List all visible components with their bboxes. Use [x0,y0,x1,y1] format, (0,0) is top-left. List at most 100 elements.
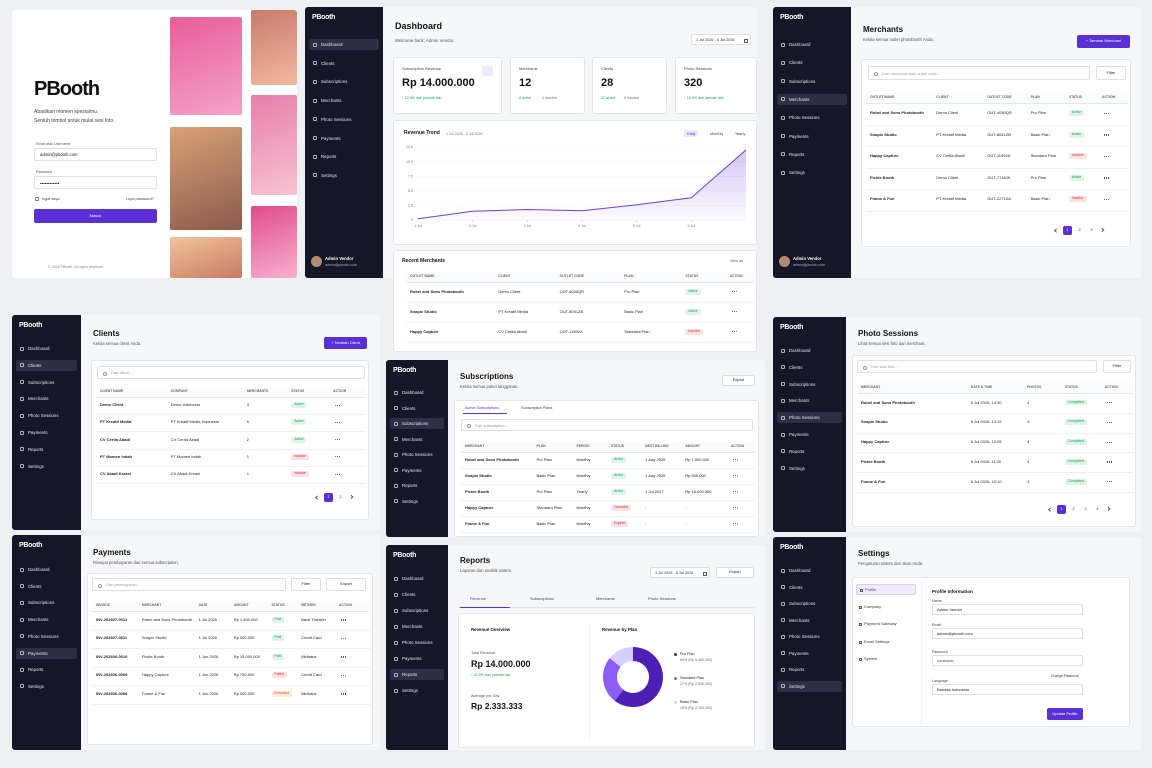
nav-item[interactable]: Subscriptions [777,598,842,609]
password-input[interactable]: •••••••••••• [34,176,157,189]
nav-item[interactable]: Merchants [777,93,847,105]
nav-item[interactable]: Payments [777,131,847,142]
nav-item[interactable]: Settings [16,461,77,472]
nav-item[interactable]: Settings [777,463,842,474]
search-input[interactable]: Cari sesi foto... [857,360,1097,373]
search-input[interactable]: Cari subscription... [461,419,753,431]
nav-item[interactable]: Settings [777,167,847,178]
search-input[interactable]: Cari pembayaran... [92,578,286,591]
tab[interactable]: Revenue [470,596,487,601]
nav-item[interactable]: Reports [16,664,77,675]
nav-item[interactable]: Merchants [16,393,77,404]
period-tab[interactable]: Monthly [710,131,724,136]
add-merchant-button[interactable]: + Tambah Merchant [1077,35,1130,48]
search-input[interactable]: Cari merchant atau outlet code... [868,66,1090,80]
nav-item[interactable]: Subscriptions [390,418,444,429]
change-password-link[interactable]: Change Password [1051,674,1079,678]
nav-item[interactable]: Dashboard [309,39,379,50]
page-button[interactable]: 2 [1069,505,1078,514]
nav-item[interactable]: Reports [777,149,847,160]
update-profile-button[interactable]: Update Profile [1047,708,1083,720]
nav-item[interactable]: Clients [390,589,444,600]
nav-item[interactable]: Merchants [390,621,444,632]
nav-item[interactable]: Settings [309,170,379,181]
nav-item[interactable]: Settings [390,496,444,507]
nav-item[interactable]: Clients [777,582,842,593]
nav-item[interactable]: Dashboard [16,343,77,354]
nav-item[interactable]: Merchants [16,614,77,625]
forgot-link[interactable]: Lupa password? [126,197,154,201]
nav-item[interactable]: Reports [390,480,444,491]
tab[interactable]: Merchants [596,596,615,601]
nav-item[interactable]: Photo Sessions [777,112,847,123]
settings-tab[interactable]: Profile [856,584,916,595]
settings-tab[interactable]: Company [856,602,916,613]
nav-item[interactable]: Merchants [309,95,379,106]
name-input[interactable]: Admin Vendor [932,604,1083,615]
period-tab[interactable]: Daily [684,130,699,138]
nav-item[interactable]: Subscriptions [16,597,77,608]
nav-item[interactable]: Dashboard [390,573,444,584]
view-all-link[interactable]: View all [730,259,744,263]
page-button[interactable]: 2 [1075,226,1084,235]
nav-item[interactable]: Settings [777,680,842,692]
tab[interactable]: Active Subscriptions [465,406,500,410]
nav-item[interactable]: Photo Sessions [16,631,77,642]
export-button[interactable]: Export [326,578,366,591]
page-button[interactable]: 1 [1063,226,1072,235]
nav-item[interactable]: Subscriptions [309,76,379,87]
settings-tab[interactable]: Payment Gateway [856,619,916,630]
nav-item[interactable]: Photo Sessions [777,631,842,642]
nav-item[interactable]: Photo Sessions [16,410,77,421]
add-client-button[interactable]: + Tambah Client [324,337,367,349]
tab[interactable]: Subscriptions [530,596,555,601]
nav-item[interactable]: Payments [309,133,379,144]
page-button[interactable]: 3 [1081,505,1090,514]
nav-item[interactable]: Dashboard [390,387,444,398]
language-select[interactable]: Bahasa Indonesia [932,684,1083,695]
nav-item[interactable]: Settings [16,681,77,692]
nav-item[interactable]: Clients [777,57,847,68]
nav-item[interactable]: Merchants [777,615,842,626]
nav-item[interactable]: Dashboard [777,345,842,356]
nav-item[interactable]: Payments [777,648,842,659]
tab[interactable]: Subscription Plans [521,406,553,410]
nav-item[interactable]: Reports [390,669,444,680]
date-picker[interactable]: 1 Jul 2026 - 6 Jul 2026 [691,34,751,45]
nav-item[interactable]: Photo Sessions [309,114,379,125]
nav-item[interactable]: Reports [777,664,842,675]
nav-item[interactable]: Settings [390,685,444,696]
nav-item[interactable]: Reports [309,151,379,162]
nav-item[interactable]: Dashboard [777,565,842,576]
checkbox[interactable] [35,197,39,201]
settings-tab[interactable]: Email Settings [856,637,916,648]
nav-item[interactable]: Subscriptions [390,605,444,616]
search-input[interactable]: Cari client... [97,366,365,379]
nav-item[interactable]: Dashboard [777,39,847,50]
filter-button[interactable]: Filter [1096,66,1126,80]
password-input[interactable]: •••••••••••• [932,655,1083,666]
nav-item[interactable]: Reports [777,446,842,457]
page-button[interactable]: 4 [1093,505,1102,514]
nav-item[interactable]: Photo Sessions [777,412,842,424]
nav-item[interactable]: Payments [16,427,77,438]
nav-item[interactable]: Subscriptions [16,377,77,388]
nav-item[interactable]: Payments [16,647,77,659]
nav-item[interactable]: Payments [390,653,444,664]
date-picker[interactable]: 1 Jul 2026 - 6 Jul 2026 [650,567,710,578]
login-button[interactable]: Masuk [34,209,157,223]
nav-item[interactable]: Photo Sessions [390,449,444,460]
nav-item[interactable]: Reports [16,444,77,455]
filter-button[interactable]: Filter [291,578,321,591]
settings-tab[interactable]: System [856,654,916,665]
nav-item[interactable]: Photo Sessions [390,637,444,648]
export-button[interactable]: Export [722,375,755,386]
page-button[interactable]: 3 [1087,226,1096,235]
nav-item[interactable]: Payments [777,429,842,440]
page-button[interactable]: 1 [1057,505,1066,514]
nav-item[interactable]: Subscriptions [777,76,847,87]
nav-item[interactable]: Payments [390,465,444,476]
page-button[interactable]: 1 [324,493,333,502]
nav-item[interactable]: Clients [16,359,77,371]
page-button[interactable]: 2 [336,493,345,502]
